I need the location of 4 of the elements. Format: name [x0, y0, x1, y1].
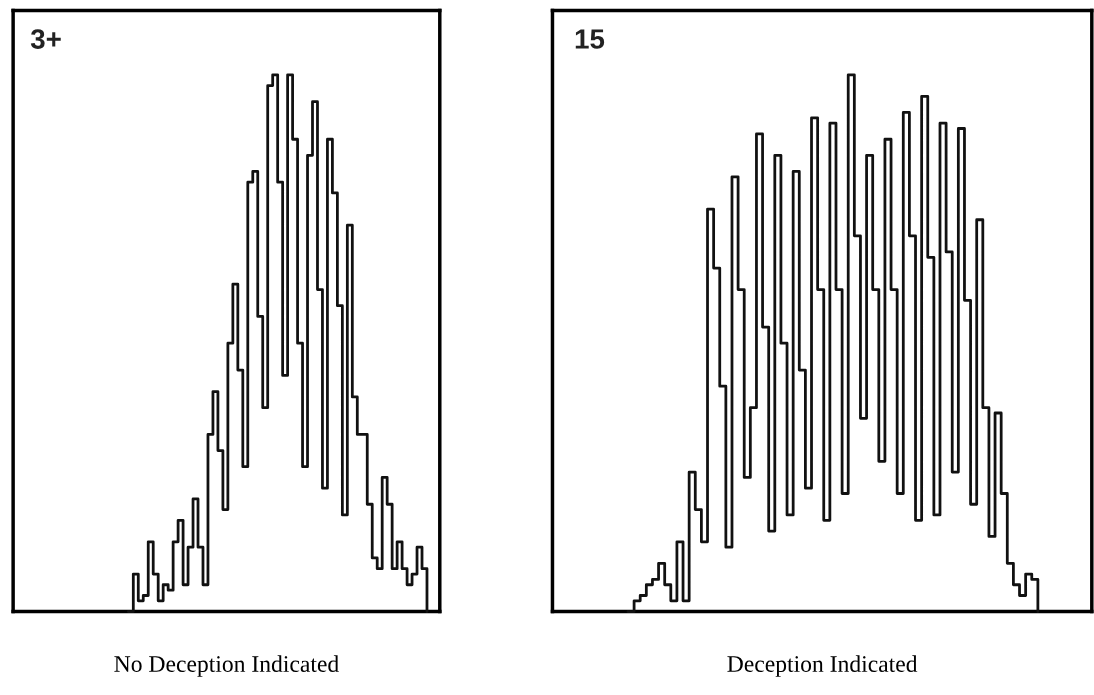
x-axis-title: Deception Indicated [727, 655, 918, 677]
text: 3+ [30, 29, 61, 49]
text: 15 [575, 29, 605, 49]
x-axis-title: No Deception Indicated [114, 655, 339, 677]
